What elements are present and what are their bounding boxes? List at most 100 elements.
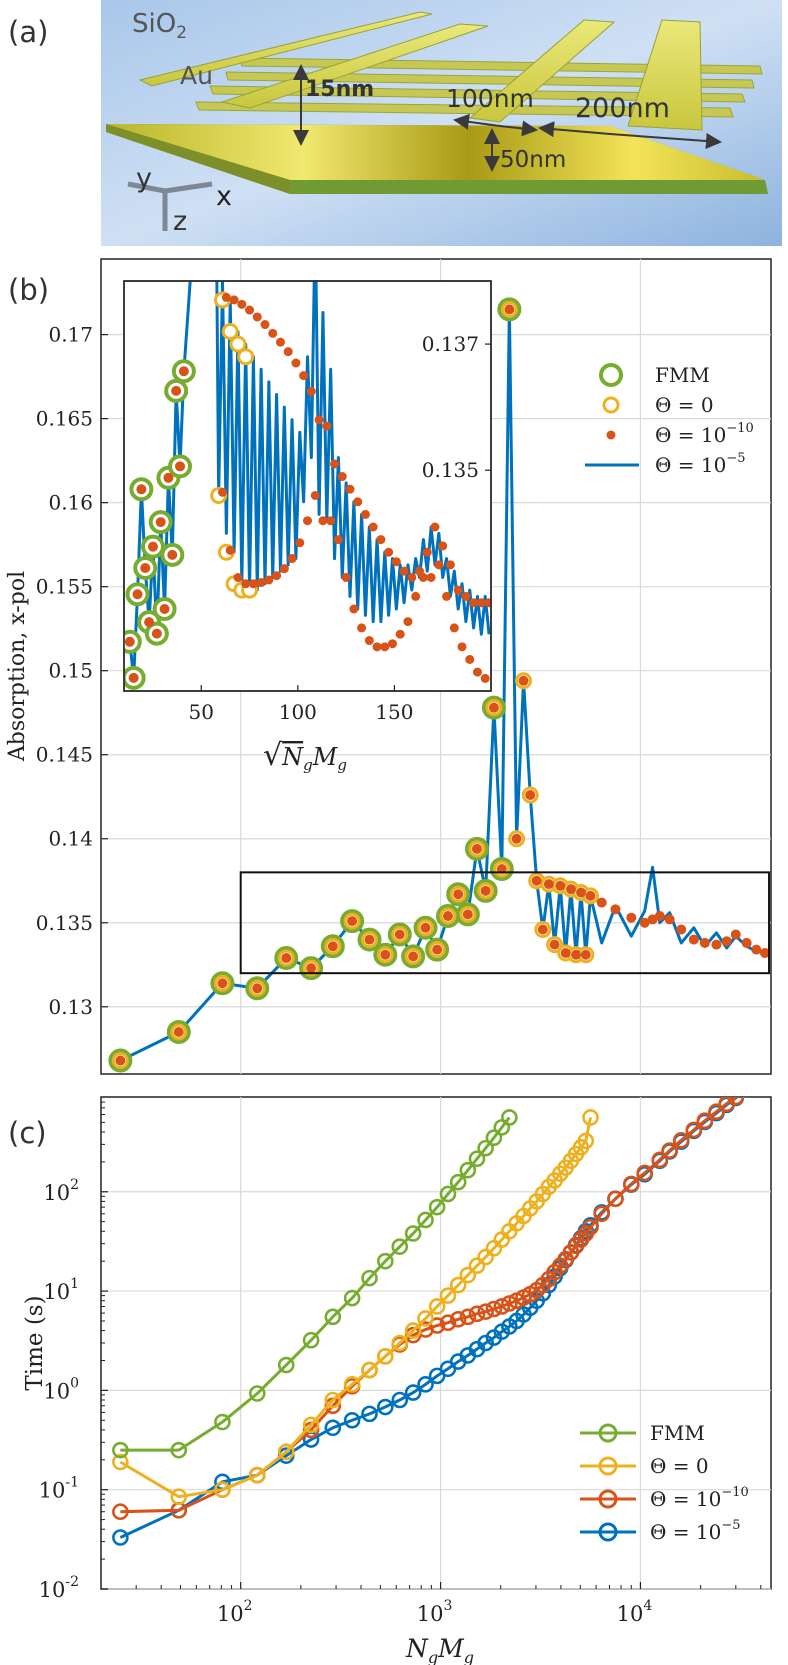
- time-point-theta0: [577, 1132, 595, 1150]
- inset-point-theta10: [341, 572, 351, 582]
- inset-point-theta10: [438, 541, 448, 551]
- point-theta10: [610, 904, 621, 915]
- time-point-theta0: [324, 1391, 342, 1409]
- time-point-theta10: [485, 1300, 503, 1318]
- x-tick-label: 103: [417, 1598, 453, 1626]
- point-theta10: [585, 890, 596, 901]
- axis-y-label: y: [136, 163, 152, 194]
- point-theta10: [555, 880, 566, 891]
- inset-point-theta10: [422, 547, 432, 557]
- point-theta10: [511, 833, 522, 844]
- time-point-theta10: [459, 1308, 477, 1326]
- axis-x-label: x: [216, 181, 232, 212]
- inset-point-theta10: [256, 578, 266, 588]
- inset-line-left: [128, 281, 192, 680]
- y-tick-label: 0.17: [48, 323, 93, 347]
- point-theta10: [711, 939, 722, 950]
- inset-point-theta10: [322, 421, 332, 431]
- inset-point-theta10: [330, 459, 340, 469]
- point-theta10: [543, 879, 554, 890]
- grating-bars: [138, 11, 763, 131]
- time-point-fmm: [214, 1413, 231, 1431]
- point-theta10: [730, 929, 741, 940]
- time-point-fmm: [376, 1252, 394, 1270]
- inset-point-theta10: [318, 516, 328, 526]
- time-point-theta10: [672, 1131, 690, 1149]
- inset-point-theta10: [472, 667, 482, 677]
- time-point-fmm: [343, 1289, 361, 1307]
- inset-point-theta10: [260, 320, 270, 330]
- time-point-theta10: [493, 1298, 511, 1315]
- point-theta10: [173, 1026, 184, 1037]
- inset-point-theta10: [151, 628, 162, 639]
- inset-point-theta10: [237, 299, 247, 309]
- panel-label-b: (b): [8, 273, 49, 307]
- dim-thickness-label: 15nm: [305, 77, 374, 102]
- inset-point-theta10: [376, 535, 386, 545]
- inset-point-theta10: [411, 591, 421, 601]
- inset-x-tick-label: 50: [189, 700, 214, 724]
- time-point-theta10: [727, 1097, 745, 1106]
- inset-point-theta10: [159, 604, 170, 614]
- time-point-theta0: [170, 1488, 188, 1506]
- inset-y-tick-label: 0.135: [422, 458, 479, 482]
- time-point-theta10: [468, 1305, 486, 1323]
- time-point-theta10: [593, 1205, 611, 1223]
- point-theta10: [471, 843, 482, 854]
- inset-point-theta10: [167, 549, 178, 560]
- legend-label-fmm: FMM: [650, 1421, 705, 1445]
- inset-point-theta10: [283, 347, 293, 357]
- coordinate-axes: [127, 181, 213, 231]
- time-point-theta0: [112, 1453, 129, 1471]
- inset-point-theta10: [353, 497, 363, 507]
- inset-point-theta10: [399, 566, 409, 576]
- point-theta10: [525, 790, 536, 801]
- point-theta10: [518, 675, 529, 686]
- time-point-theta10: [112, 1503, 129, 1521]
- inset-point-theta10: [291, 358, 301, 368]
- time-point-theta10: [651, 1151, 669, 1169]
- time-point-fmm: [324, 1308, 342, 1326]
- inset-point-theta10: [272, 571, 282, 581]
- inset-point-theta10: [364, 636, 374, 646]
- inset-point-theta10: [245, 305, 255, 315]
- time-point-fmm: [449, 1173, 467, 1191]
- dim-period-label: 200nm: [575, 93, 670, 124]
- panel-c-grid: [101, 1097, 771, 1590]
- inset-point-theta10: [349, 604, 359, 614]
- point-theta10: [380, 949, 391, 960]
- inset-point-theta10: [484, 598, 491, 608]
- y-tick-label: 0.16: [48, 491, 93, 515]
- inset-point-theta10: [418, 572, 428, 582]
- inset-point-theta10: [445, 560, 455, 570]
- inset-point-theta10: [175, 461, 186, 472]
- point-theta10: [580, 949, 591, 960]
- inset-point-theta10: [171, 385, 182, 396]
- y-tick-label: 102: [43, 1177, 79, 1205]
- time-point-theta0: [449, 1276, 467, 1294]
- point-theta10: [575, 887, 586, 898]
- inset-point-theta10: [128, 672, 139, 683]
- point-theta10: [676, 924, 687, 935]
- inset-point-theta10: [449, 623, 459, 633]
- time-point-theta0: [428, 1298, 446, 1315]
- inset-point-theta0: [229, 335, 247, 353]
- inset-point-theta10: [229, 295, 239, 305]
- substrate-label: SiO2: [132, 9, 187, 43]
- inset-point-theta10: [434, 560, 444, 570]
- inset-point-theta10: [163, 472, 174, 483]
- point-theta10: [654, 911, 665, 922]
- time-point-fmm: [277, 1356, 295, 1374]
- time-point-theta0: [376, 1348, 394, 1365]
- time-point-theta5: [324, 1419, 342, 1437]
- time-point-fmm: [485, 1129, 503, 1147]
- point-theta10: [432, 944, 443, 955]
- inset-point-theta10: [233, 572, 243, 582]
- inset-point-theta10: [218, 487, 228, 497]
- panel-label-c: (c): [8, 1116, 47, 1150]
- point-theta10: [549, 939, 560, 950]
- point-theta10: [531, 875, 542, 886]
- panel-c-ylabel: Time (s): [22, 1295, 48, 1390]
- inset-point-theta10: [144, 617, 155, 628]
- time-point-fmm: [428, 1198, 446, 1216]
